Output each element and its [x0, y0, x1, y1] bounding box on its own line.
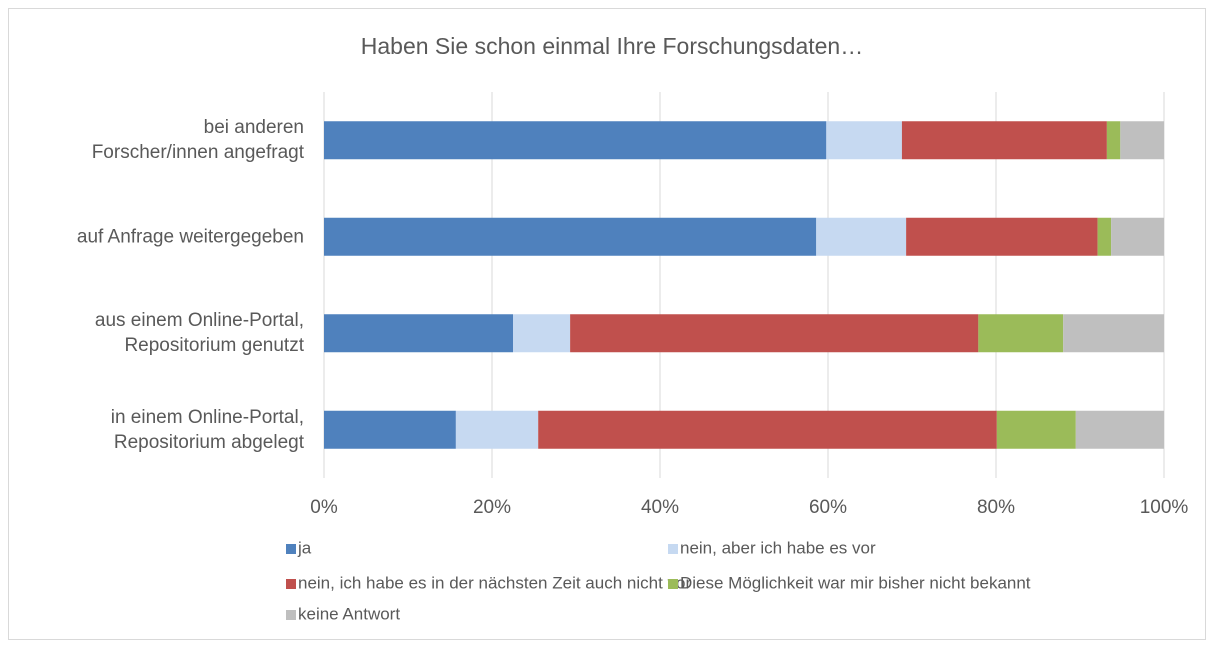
bar-segment [538, 410, 997, 449]
bar-segment [1075, 410, 1164, 449]
bar-segment [978, 314, 1064, 353]
bar-segment [1106, 121, 1121, 160]
bar-segment [324, 410, 456, 449]
bar-segment [996, 410, 1076, 449]
x-tick-label: 60% [809, 497, 847, 518]
legend-label: nein, ich habe es in der nächsten Zeit a… [298, 573, 691, 592]
x-tick-label: 80% [977, 497, 1015, 518]
bar-segment [570, 314, 979, 353]
bar-segment [1063, 314, 1164, 353]
bar-segment [906, 217, 1098, 256]
bar-segment [1120, 121, 1164, 160]
y-tick-label: auf Anfrage weitergegeben [76, 226, 304, 248]
legend-label: keine Antwort [298, 604, 400, 623]
y-tick-label: bei anderen Forscher/innen angefragt [91, 117, 304, 164]
bar-segment [324, 121, 827, 160]
y-tick-label: in einem Online-Portal, Repositorium abg… [110, 406, 304, 453]
legend-swatch [286, 544, 296, 554]
bar-segment [1097, 217, 1112, 256]
bar-segment [455, 410, 539, 449]
x-tick-label: 100% [1140, 497, 1189, 518]
legend-swatch [668, 544, 678, 554]
bar-segment [324, 217, 817, 256]
legend-swatch [286, 579, 296, 589]
bar-segment [324, 314, 513, 353]
bar-segment [826, 121, 902, 160]
bar-segment [513, 314, 571, 353]
legend-swatch [286, 610, 296, 620]
legend-label: ja [297, 538, 312, 557]
chart-title: Haben Sie schon einmal Ihre Forschungsda… [361, 33, 863, 59]
legend-swatch [668, 579, 678, 589]
x-tick-label: 40% [641, 497, 679, 518]
bar-segment [901, 121, 1107, 160]
x-tick-label: 20% [473, 497, 511, 518]
x-tick-label: 0% [310, 497, 338, 518]
bar-segment [816, 217, 907, 256]
legend-label: nein, aber ich habe es vor [680, 538, 876, 557]
y-tick-label: aus einem Online-Portal, Repositorium ge… [94, 310, 304, 357]
bar-segment [1111, 217, 1164, 256]
legend-label: Diese Möglichkeit war mir bisher nicht b… [680, 573, 1031, 592]
